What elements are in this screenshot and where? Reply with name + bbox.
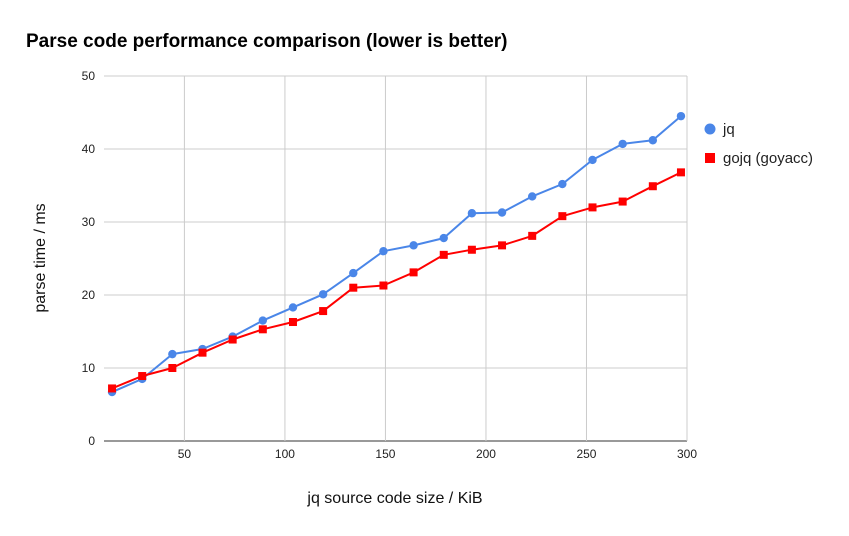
x-axis-label: jq source code size / KiB [306,490,482,507]
data-point [319,307,328,316]
data-point [258,325,267,334]
data-point [498,241,507,250]
data-point [228,335,237,344]
x-tick-label: 250 [576,447,596,461]
data-point [528,231,537,240]
legend-label: gojq (goyacc) [723,150,813,167]
data-point [558,179,567,189]
data-point [108,384,117,393]
series-1 [107,111,686,397]
data-point [648,136,658,145]
legend-label: jq [722,121,735,138]
data-point [349,268,358,278]
data-point [676,111,686,121]
data-point [379,281,388,290]
data-point [168,349,177,359]
data-point [288,303,298,312]
y-tick-label: 40 [82,142,96,156]
data-point [467,209,477,218]
gridlines [104,75,688,442]
legend: jq gojq (goyacc) [704,121,813,167]
series-line [111,115,682,394]
data-point [318,290,328,299]
data-point [288,318,297,327]
data-point [258,316,268,325]
data-point [497,208,507,217]
data-point [409,241,418,250]
data-point [138,372,147,381]
legend-marker [705,153,715,163]
data-point [588,203,597,212]
data-point [618,139,627,149]
data-point [676,168,685,177]
chart-title: Parse code performance comparison (lower… [26,31,508,52]
x-tick-label: 50 [178,447,192,461]
x-axis-ticks: 50 100 150 200 250 300 [178,447,698,461]
series-line [111,171,682,390]
data-point [409,268,418,277]
y-tick-label: 0 [88,434,95,448]
y-tick-label: 30 [82,215,96,229]
y-tick-label: 50 [82,69,96,83]
series-group [107,111,686,397]
y-axis-label: parse time / ms [32,203,49,312]
data-point [528,192,537,201]
x-tick-label: 150 [375,447,395,461]
y-tick-label: 10 [82,361,96,375]
data-point [168,364,177,372]
data-point [648,182,657,191]
y-axis-ticks: 0 10 20 30 40 50 [82,69,96,448]
data-point [558,212,567,221]
x-tick-label: 200 [476,447,496,461]
data-point [439,250,448,259]
x-tick-label: 100 [275,447,295,461]
x-tick-label: 300 [677,447,697,461]
data-point [467,245,476,254]
y-tick-label: 20 [82,288,96,302]
data-point [349,283,358,292]
data-point [618,197,627,206]
data-point [198,348,207,357]
legend-marker [704,123,716,135]
data-point [379,247,388,256]
data-point [439,233,448,243]
series-2 [108,168,685,393]
data-point [588,155,597,165]
